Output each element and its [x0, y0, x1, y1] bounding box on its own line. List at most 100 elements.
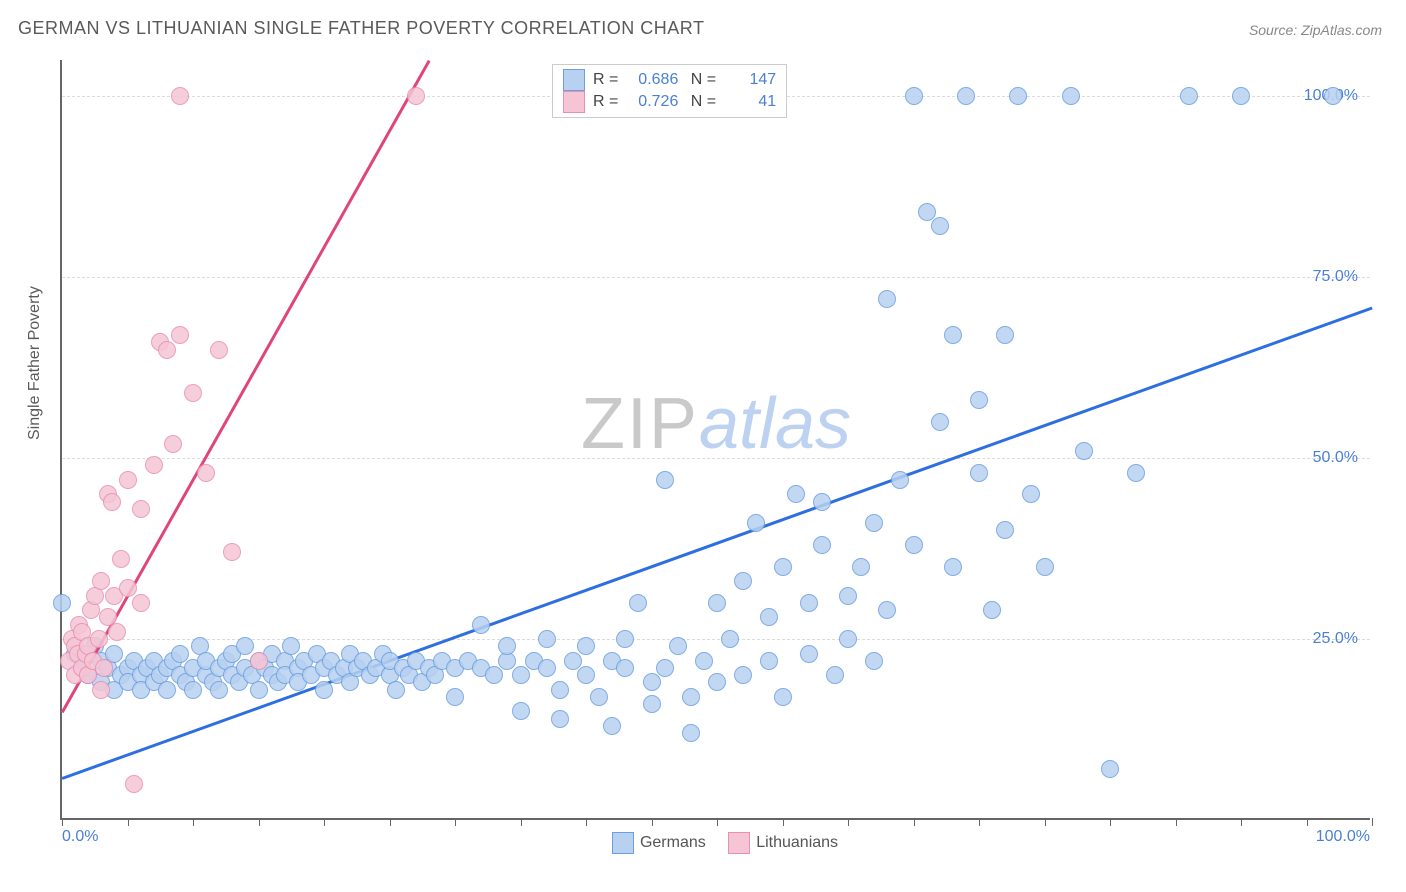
data-point [760, 652, 778, 670]
data-point [132, 500, 150, 518]
chart-title: GERMAN VS LITHUANIAN SINGLE FATHER POVER… [18, 18, 704, 39]
data-point [171, 326, 189, 344]
legend-n-label: N = [686, 91, 716, 113]
data-point [1324, 87, 1342, 105]
data-point [171, 87, 189, 105]
gridline [62, 277, 1370, 278]
data-point [108, 623, 126, 641]
x-tick-mark [455, 818, 456, 826]
data-point [616, 659, 634, 677]
data-point [878, 601, 896, 619]
x-tick-mark [259, 818, 260, 826]
x-tick-mark [128, 818, 129, 826]
data-point [734, 666, 752, 684]
y-tick-label: 50.0% [1278, 449, 1358, 467]
x-tick-mark [62, 818, 63, 826]
data-point [90, 630, 108, 648]
data-point [747, 514, 765, 532]
data-point [564, 652, 582, 670]
data-point [603, 717, 621, 735]
data-point [839, 630, 857, 648]
data-point [315, 681, 333, 699]
data-point [210, 341, 228, 359]
data-point [996, 326, 1014, 344]
data-point [171, 645, 189, 663]
data-point [616, 630, 634, 648]
data-point [918, 203, 936, 221]
legend-row-germans: R = 0.686 N = 147 [563, 69, 776, 91]
data-point [878, 290, 896, 308]
data-point [905, 536, 923, 554]
data-point [852, 558, 870, 576]
data-point [708, 594, 726, 612]
x-tick-mark [586, 818, 587, 826]
data-point [119, 471, 137, 489]
data-point [407, 87, 425, 105]
legend-r-value-germans: 0.686 [626, 69, 678, 91]
data-point [682, 688, 700, 706]
data-point [839, 587, 857, 605]
data-point [551, 710, 569, 728]
data-point [944, 326, 962, 344]
data-point [800, 645, 818, 663]
data-point [774, 558, 792, 576]
legend-swatch-lithuanians [563, 91, 585, 113]
data-point [1062, 87, 1080, 105]
data-point [669, 637, 687, 655]
data-point [957, 87, 975, 105]
legend-label-germans: Germans [640, 834, 706, 851]
y-tick-label: 100.0% [1278, 87, 1358, 105]
data-point [1075, 442, 1093, 460]
data-point [485, 666, 503, 684]
data-point [629, 594, 647, 612]
data-point [1009, 87, 1027, 105]
data-point [53, 594, 71, 612]
data-point [223, 543, 241, 561]
legend-r-label: R = [593, 91, 618, 113]
x-tick-mark [521, 818, 522, 826]
data-point [891, 471, 909, 489]
legend-r-value-lithuanians: 0.726 [626, 91, 678, 113]
data-point [813, 493, 831, 511]
legend-n-value-lithuanians: 41 [724, 91, 776, 113]
x-tick-mark [652, 818, 653, 826]
data-point [184, 384, 202, 402]
data-point [931, 217, 949, 235]
x-tick-mark [1045, 818, 1046, 826]
legend-label-lithuanians: Lithuanians [756, 834, 838, 851]
data-point [112, 550, 130, 568]
data-point [1036, 558, 1054, 576]
x-tick-mark [1372, 818, 1373, 826]
data-point [865, 652, 883, 670]
data-point [250, 652, 268, 670]
data-point [158, 341, 176, 359]
data-point [695, 652, 713, 670]
data-point [905, 87, 923, 105]
x-tick-mark [979, 818, 980, 826]
data-point [197, 464, 215, 482]
data-point [1180, 87, 1198, 105]
data-point [826, 666, 844, 684]
data-point [1022, 485, 1040, 503]
legend-swatch-germans [612, 832, 634, 854]
data-point [577, 637, 595, 655]
data-point [970, 391, 988, 409]
data-point [656, 659, 674, 677]
data-point [92, 572, 110, 590]
data-point [865, 514, 883, 532]
data-point [734, 572, 752, 590]
data-point [551, 681, 569, 699]
data-point [944, 558, 962, 576]
data-point [682, 724, 700, 742]
data-point [708, 673, 726, 691]
gridline [62, 639, 1370, 640]
data-point [643, 673, 661, 691]
data-point [590, 688, 608, 706]
data-point [103, 493, 121, 511]
x-tick-label: 0.0% [62, 828, 98, 846]
data-point [92, 681, 110, 699]
data-point [970, 464, 988, 482]
data-point [721, 630, 739, 648]
data-point [787, 485, 805, 503]
x-tick-mark [324, 818, 325, 826]
